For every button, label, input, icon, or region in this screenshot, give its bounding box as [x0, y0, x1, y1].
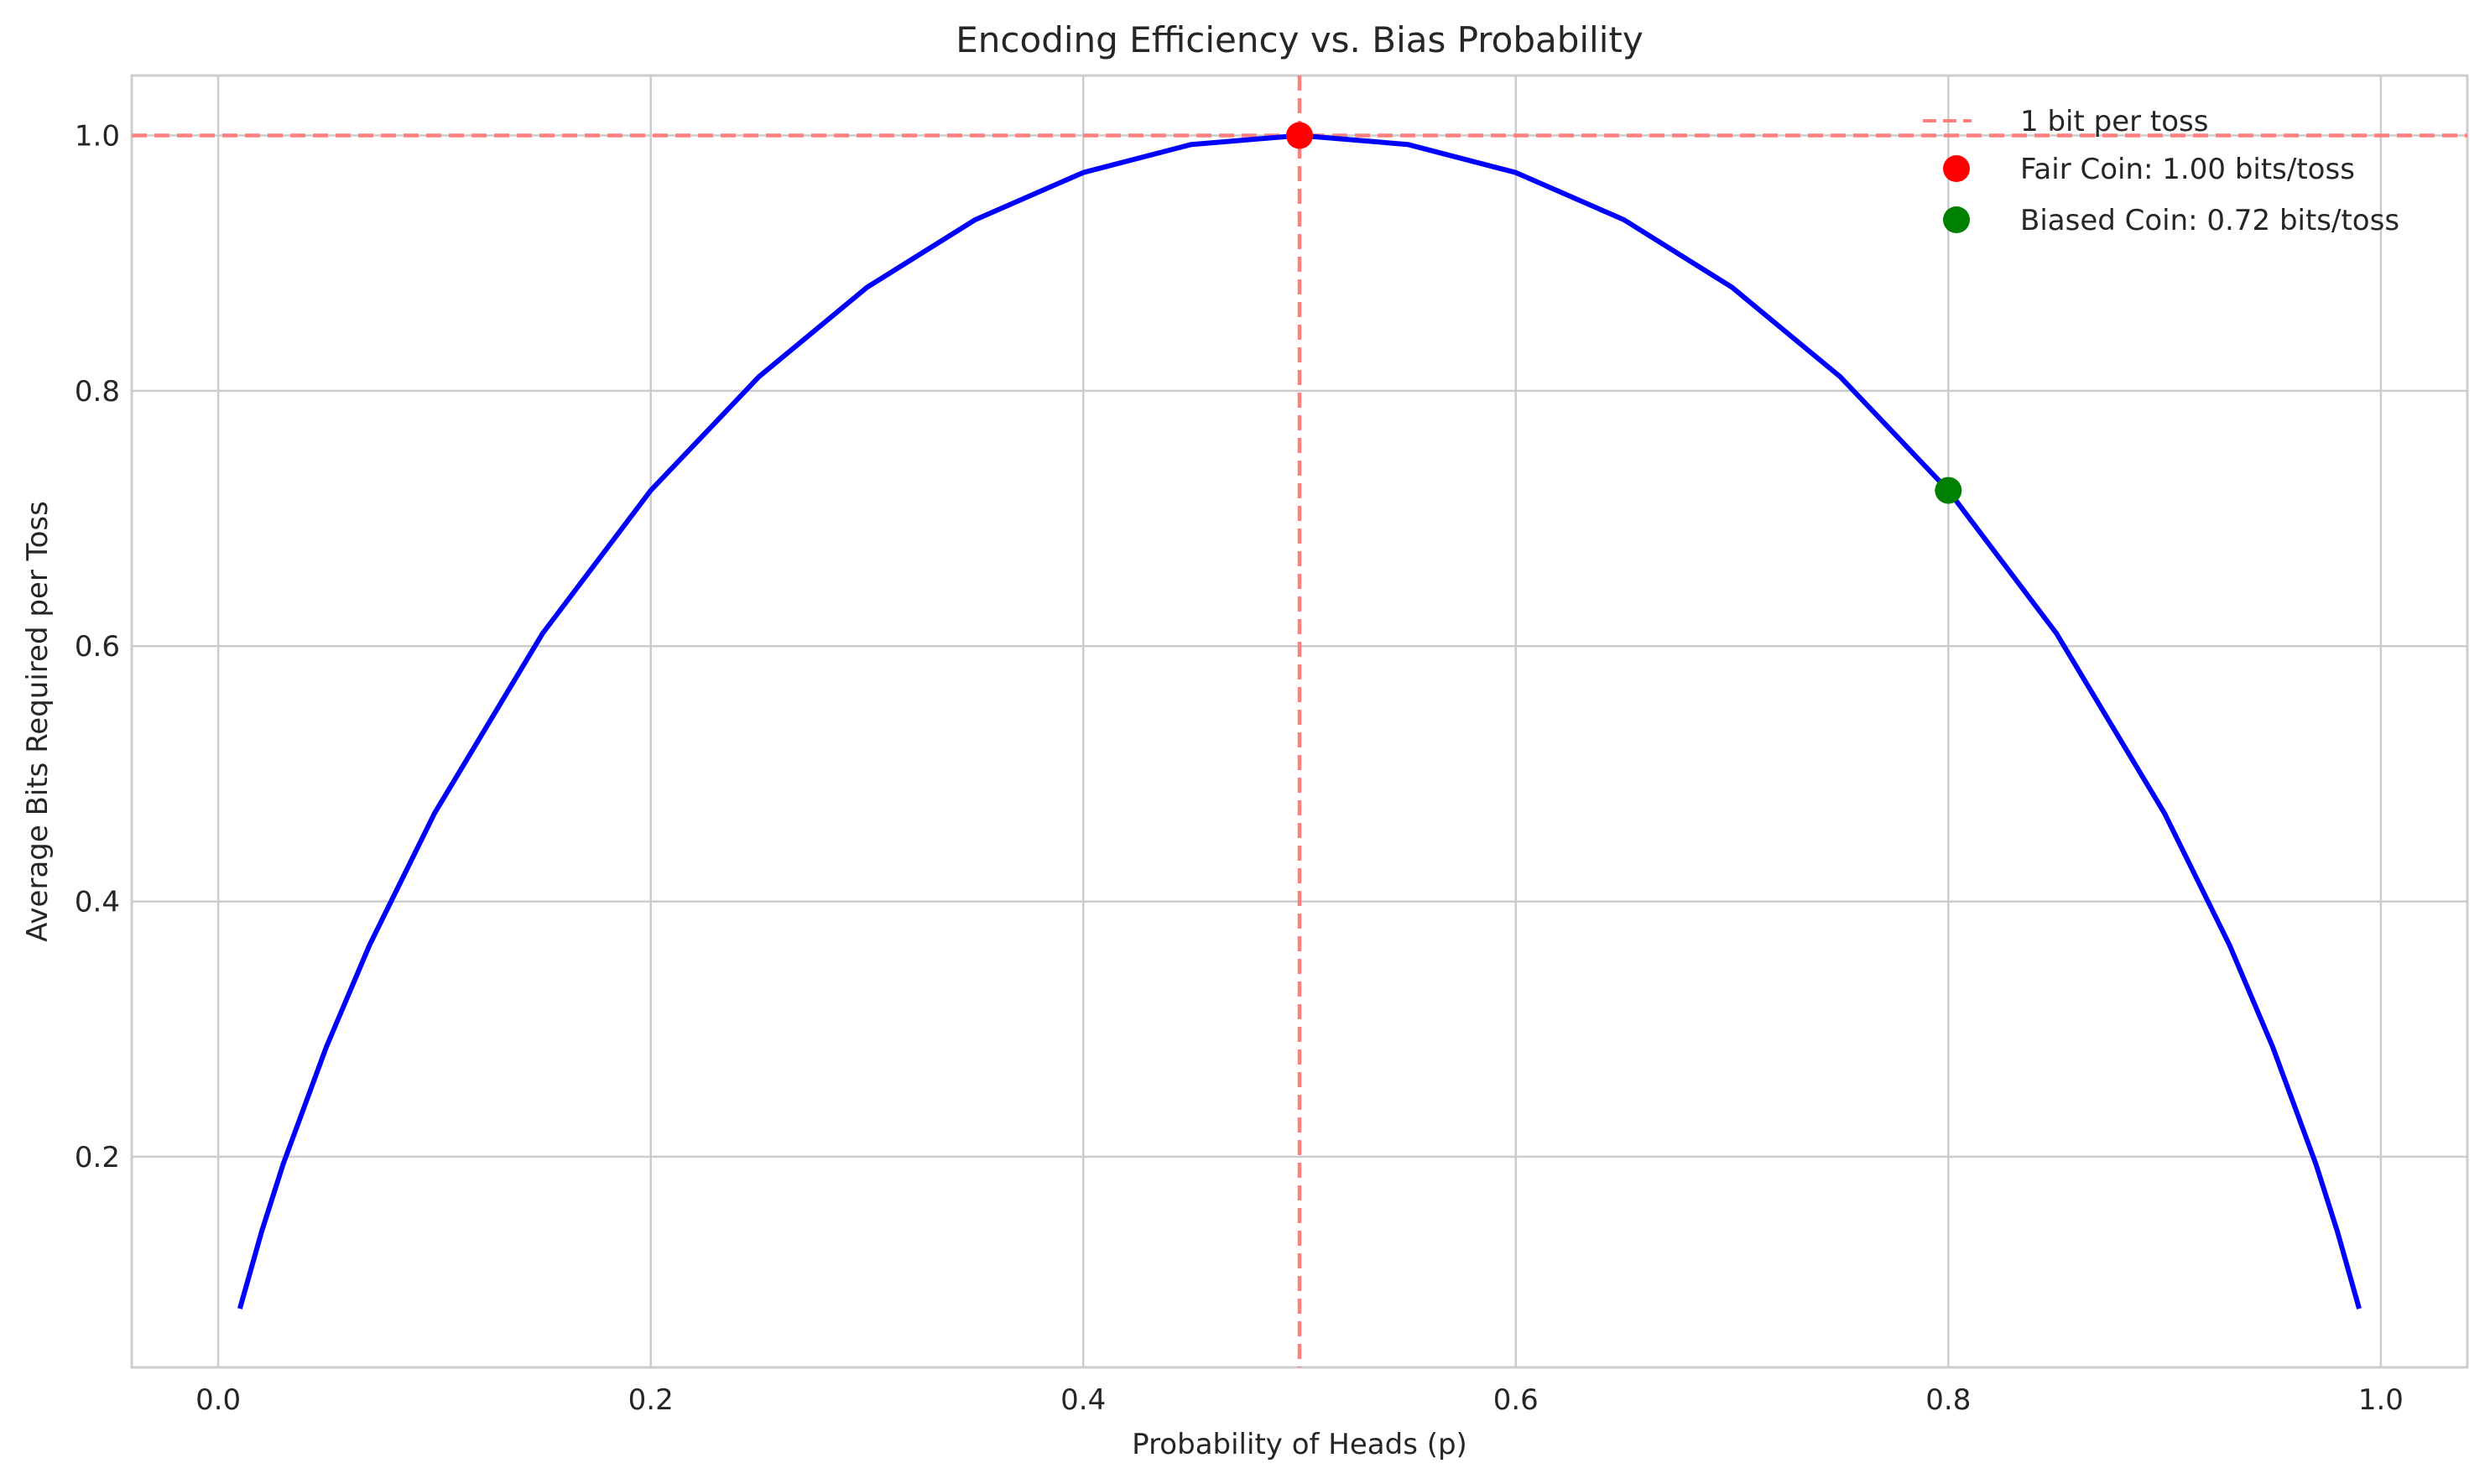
y-tick-label: 0.2	[75, 1141, 120, 1174]
x-tick-label: 0.8	[1925, 1383, 1971, 1417]
x-tick-label: 0.6	[1493, 1383, 1539, 1417]
x-tick-label: 1.0	[2358, 1383, 2404, 1417]
x-tick-label: 0.0	[195, 1383, 241, 1417]
y-tick-label: 0.6	[75, 630, 120, 664]
fair-coin-point	[1286, 122, 1313, 149]
y-tick-label: 0.8	[75, 375, 120, 409]
legend: 1 bit per toss Fair Coin: 1.00 bits/toss…	[1923, 105, 2399, 237]
y-axis-label: Average Bits Required per Toss	[21, 501, 55, 942]
x-tick-labels: 0.0 0.2 0.4 0.6 0.8 1.0	[195, 1383, 2404, 1417]
legend-label-reference-line: 1 bit per toss	[2020, 105, 2208, 138]
y-tick-label: 0.4	[75, 886, 120, 919]
legend-marker-fair-coin	[1943, 155, 1970, 182]
biased-coin-point	[1935, 476, 1962, 504]
y-tick-label: 1.0	[75, 120, 120, 154]
legend-marker-biased-coin	[1943, 206, 1970, 233]
legend-label-fair-coin: Fair Coin: 1.00 bits/toss	[2020, 153, 2355, 186]
points-layer	[1286, 122, 1962, 504]
x-tick-label: 0.2	[628, 1383, 674, 1417]
y-tick-labels: 0.2 0.4 0.6 0.8 1.0	[75, 120, 120, 1174]
legend-label-biased-coin: Biased Coin: 0.72 bits/toss	[2020, 204, 2399, 237]
chart-title: Encoding Efficiency vs. Bias Probability	[956, 19, 1643, 60]
x-tick-label: 0.4	[1060, 1383, 1106, 1417]
x-axis-label: Probability of Heads (p)	[1132, 1428, 1467, 1461]
